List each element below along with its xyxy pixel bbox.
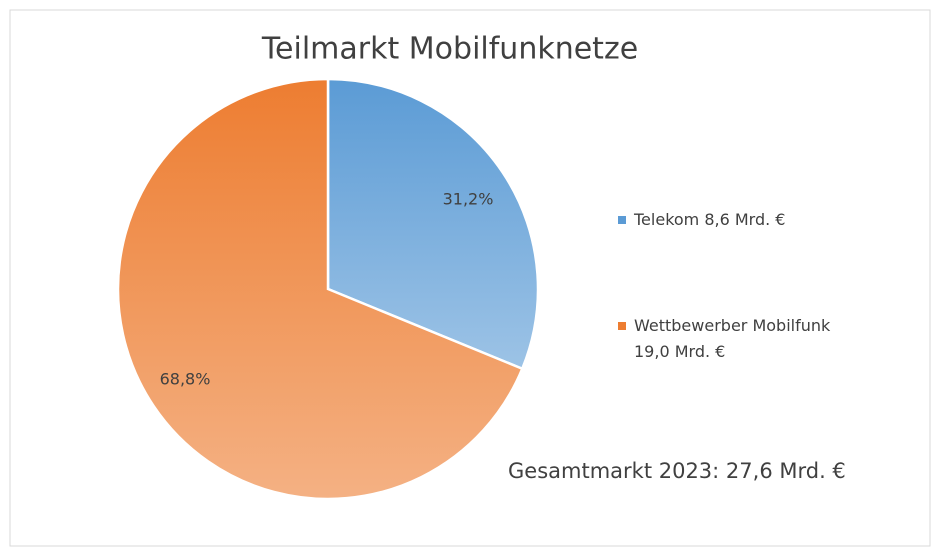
legend-item: Wettbewerber Mobilfunk 19,0 Mrd. € [618,313,864,365]
pie-slice [326,77,540,371]
legend-label: Telekom 8,6 Mrd. € [634,210,786,229]
annotation: Gesamtmarkt 2023: 27,6 Mrd. € [508,459,846,483]
data-label: 68,8% [160,370,211,389]
legend-key [618,216,626,224]
chart-title: Teilmarkt Mobilfunknetze [261,32,638,67]
data-label: 31,2% [443,190,494,209]
legend-key [618,322,626,330]
pie-slice [116,77,524,501]
legend-item: Telekom 8,6 Mrd. € [618,207,874,233]
legend-label: Wettbewerber Mobilfunk 19,0 Mrd. € [634,316,831,361]
